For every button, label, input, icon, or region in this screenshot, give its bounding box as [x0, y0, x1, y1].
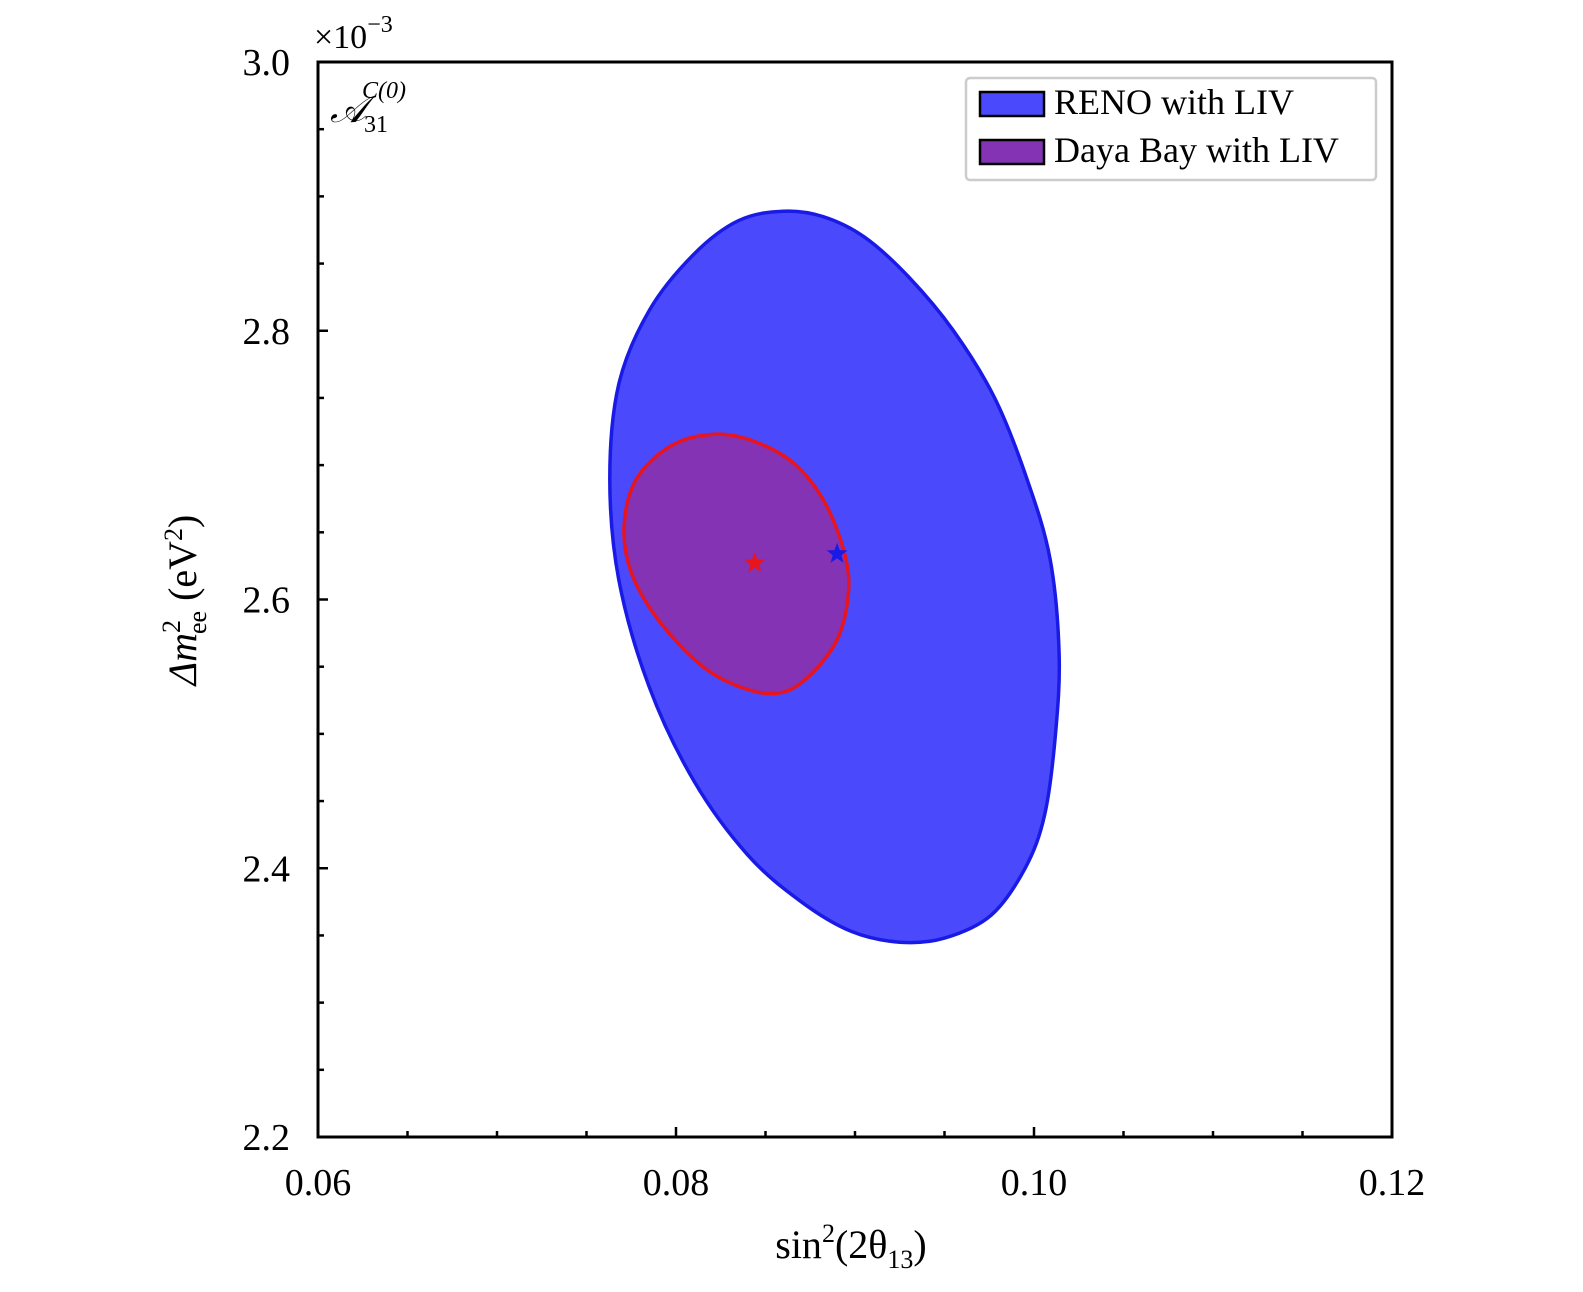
x-axis-label: sin2(2θ13): [775, 1219, 927, 1274]
y-tick-label: 2.4: [243, 848, 291, 890]
daya-bay-with-liv-region: [623, 434, 849, 694]
legend: RENO with LIV Daya Bay with LIV: [964, 76, 1378, 182]
best-fit-markers: [744, 542, 848, 573]
x-tick-label: 0.06: [285, 1162, 352, 1204]
axis-tick-labels: 0.06 0.08 0.10 0.12 2.2 2.4 2.6 2.8 3.0: [243, 42, 1426, 1204]
daya-bay-with-liv-best-fit-star: [744, 552, 766, 573]
contour-edges: [608, 209, 1062, 945]
axis-ticks: [318, 127, 1304, 1137]
daya-bay-with-liv-contour: [622, 432, 851, 696]
legend-box: [964, 76, 1378, 182]
reno-with-liv-contour: [608, 209, 1062, 945]
y-tick-label: 2.6: [243, 580, 291, 622]
y-scale-label: ×10−3: [314, 12, 393, 56]
x-tick-label: 0.12: [1359, 1162, 1426, 1204]
y-tick-label: 2.2: [243, 1117, 291, 1159]
y-tick-label: 3.0: [243, 42, 291, 84]
reno-with-liv-best-fit-star: [826, 542, 848, 563]
x-tick-label: 0.08: [643, 1162, 710, 1204]
panel-label: 𝒜31C(0): [330, 78, 406, 138]
x-tick-label: 0.10: [1001, 1162, 1068, 1204]
legend-swatch-daya-bay-with-liv: [978, 138, 1046, 166]
legend-label-daya-bay-with-liv: Daya Bay with LIV: [1054, 130, 1339, 170]
y-tick-label: 2.8: [243, 311, 291, 353]
legend-label-reno-with-liv: RENO with LIV: [1054, 82, 1294, 122]
y-axis-label: Δm2ee (eV2): [157, 515, 212, 688]
contour-fills: [609, 211, 1060, 943]
legend-swatch-reno-with-liv: [978, 90, 1046, 118]
